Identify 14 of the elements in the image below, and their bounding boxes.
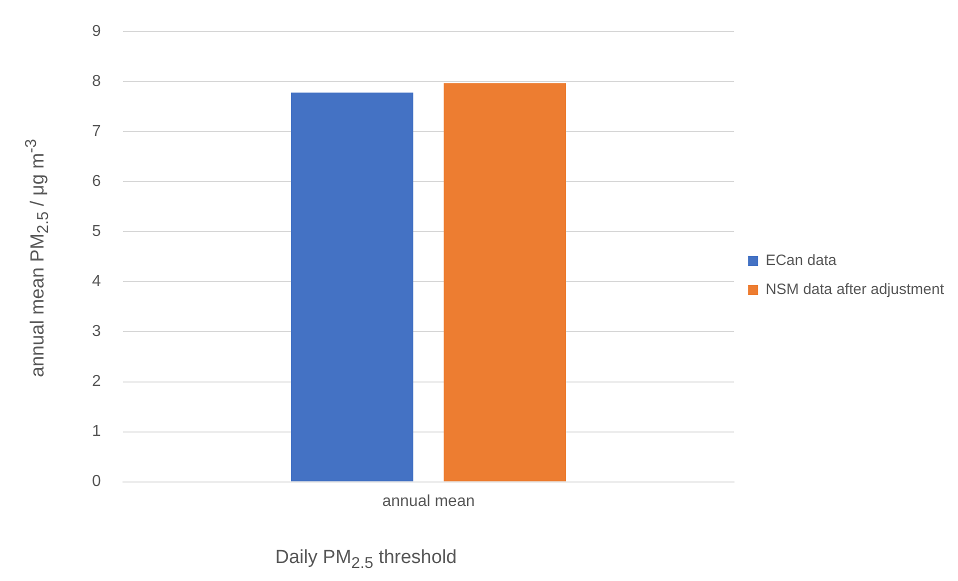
- y-tick-label: 9: [92, 23, 101, 40]
- x-tick-label: annual mean: [382, 492, 475, 510]
- y-tick-label: 2: [92, 373, 101, 390]
- y-tick-label: 0: [92, 473, 101, 490]
- y-tick-label: 8: [92, 73, 101, 90]
- y-tick-label: 4: [92, 273, 101, 290]
- y-tick-label: 6: [92, 173, 101, 190]
- x-axis-title: Daily PM$_{2.5}$ threshold: [275, 547, 457, 573]
- y-tick-label: 7: [92, 123, 101, 140]
- y-tick-label: 3: [92, 323, 101, 340]
- legend-label: NSM data after adjustment: [766, 281, 945, 298]
- y-tick-label: 5: [92, 223, 101, 240]
- y-tick-label: 1: [92, 423, 101, 440]
- legend-label: ECan data: [766, 252, 838, 270]
